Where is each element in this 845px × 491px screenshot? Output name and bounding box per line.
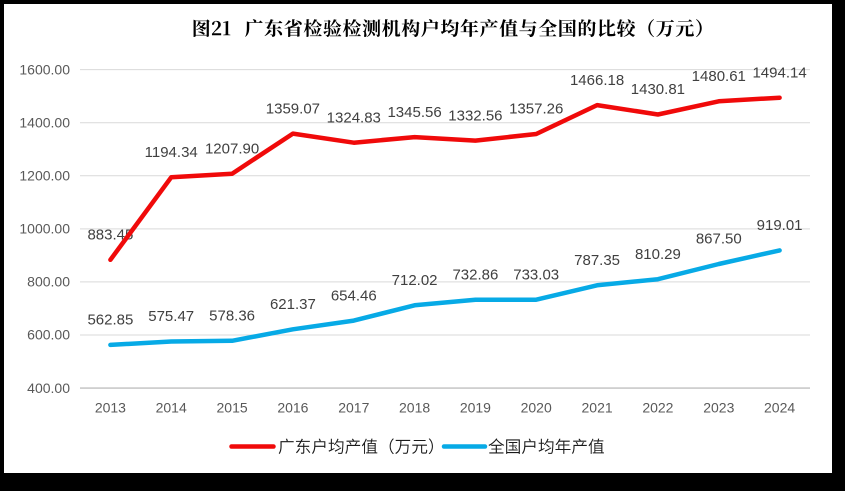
svg-text:2023: 2023: [703, 400, 734, 416]
svg-text:2021: 2021: [582, 400, 613, 416]
svg-text:1207.90: 1207.90: [205, 140, 259, 157]
svg-text:2022: 2022: [642, 400, 673, 416]
svg-text:2024: 2024: [764, 400, 795, 416]
svg-text:578.36: 578.36: [209, 308, 255, 325]
svg-text:2016: 2016: [277, 400, 308, 416]
svg-text:600.00: 600.00: [27, 327, 70, 343]
svg-text:1600.00: 1600.00: [19, 61, 70, 77]
svg-text:919.01: 919.01: [757, 217, 803, 234]
svg-text:867.50: 867.50: [696, 231, 742, 248]
svg-text:1324.83: 1324.83: [327, 109, 381, 126]
svg-text:810.29: 810.29: [635, 246, 681, 263]
svg-text:1194.34: 1194.34: [145, 144, 198, 161]
svg-text:787.35: 787.35: [574, 252, 620, 269]
svg-text:2014: 2014: [156, 400, 187, 416]
svg-text:732.86: 732.86: [452, 267, 498, 284]
svg-text:1345.56: 1345.56: [387, 104, 441, 121]
svg-text:2015: 2015: [217, 400, 248, 416]
svg-text:575.47: 575.47: [148, 308, 194, 325]
svg-text:400.00: 400.00: [27, 380, 70, 396]
svg-text:733.03: 733.03: [513, 266, 559, 283]
svg-text:800.00: 800.00: [27, 274, 70, 290]
svg-text:2020: 2020: [521, 400, 552, 416]
svg-text:562.85: 562.85: [87, 312, 133, 329]
svg-text:712.02: 712.02: [392, 272, 438, 289]
svg-text:1430.81: 1430.81: [631, 81, 685, 98]
svg-text:2013: 2013: [95, 400, 126, 416]
svg-text:1000.00: 1000.00: [19, 221, 70, 237]
svg-text:1200.00: 1200.00: [19, 168, 70, 184]
svg-text:1359.07: 1359.07: [266, 100, 320, 117]
svg-text:1466.18: 1466.18: [570, 72, 624, 89]
svg-text:621.37: 621.37: [270, 296, 316, 313]
svg-text:1400.00: 1400.00: [19, 114, 70, 130]
svg-text:2018: 2018: [399, 400, 430, 416]
svg-text:1480.61: 1480.61: [692, 68, 746, 85]
svg-text:654.46: 654.46: [331, 287, 377, 304]
svg-text:1494.14: 1494.14: [752, 64, 806, 81]
svg-text:1357.26: 1357.26: [509, 101, 563, 118]
svg-text:2017: 2017: [338, 400, 369, 416]
svg-text:2019: 2019: [460, 400, 491, 416]
svg-text:883.45: 883.45: [87, 227, 133, 244]
svg-text:1332.56: 1332.56: [448, 107, 502, 124]
